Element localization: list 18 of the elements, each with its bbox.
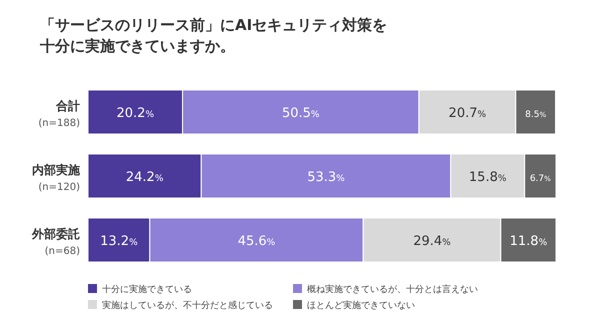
data-label: 45.6% xyxy=(238,234,276,249)
chart-title: 「サービスのリリース前」にAIセキュリティ対策を十分に実施できていますか。 xyxy=(39,16,388,55)
y-tick-label: 外部委託 (n=68) xyxy=(31,227,80,257)
data-label: 20.7% xyxy=(448,106,487,121)
data-label: 50.5% xyxy=(282,106,320,121)
data-label: 53.3% xyxy=(307,170,346,185)
y-tick-label: 合計 (n=188) xyxy=(38,99,80,129)
data-label: 24.2% xyxy=(126,170,164,185)
data-label: 29.4% xyxy=(413,234,452,249)
y-tick-label: 内部実施 (n=120) xyxy=(32,163,81,193)
legend-label: ほとんど実施できていない xyxy=(307,300,415,311)
data-label: 11.8% xyxy=(510,234,548,249)
data-label: 15.8% xyxy=(468,170,507,185)
legend-label: 実施はしているが、不十分だと感じている xyxy=(102,300,273,311)
data-label: 13.2% xyxy=(100,234,138,249)
legend-label: 十分に実施できている xyxy=(102,284,192,295)
legend-label: 概ね実施できているが、十分とは言えない xyxy=(307,284,478,295)
data-label: 20.2% xyxy=(116,106,154,121)
